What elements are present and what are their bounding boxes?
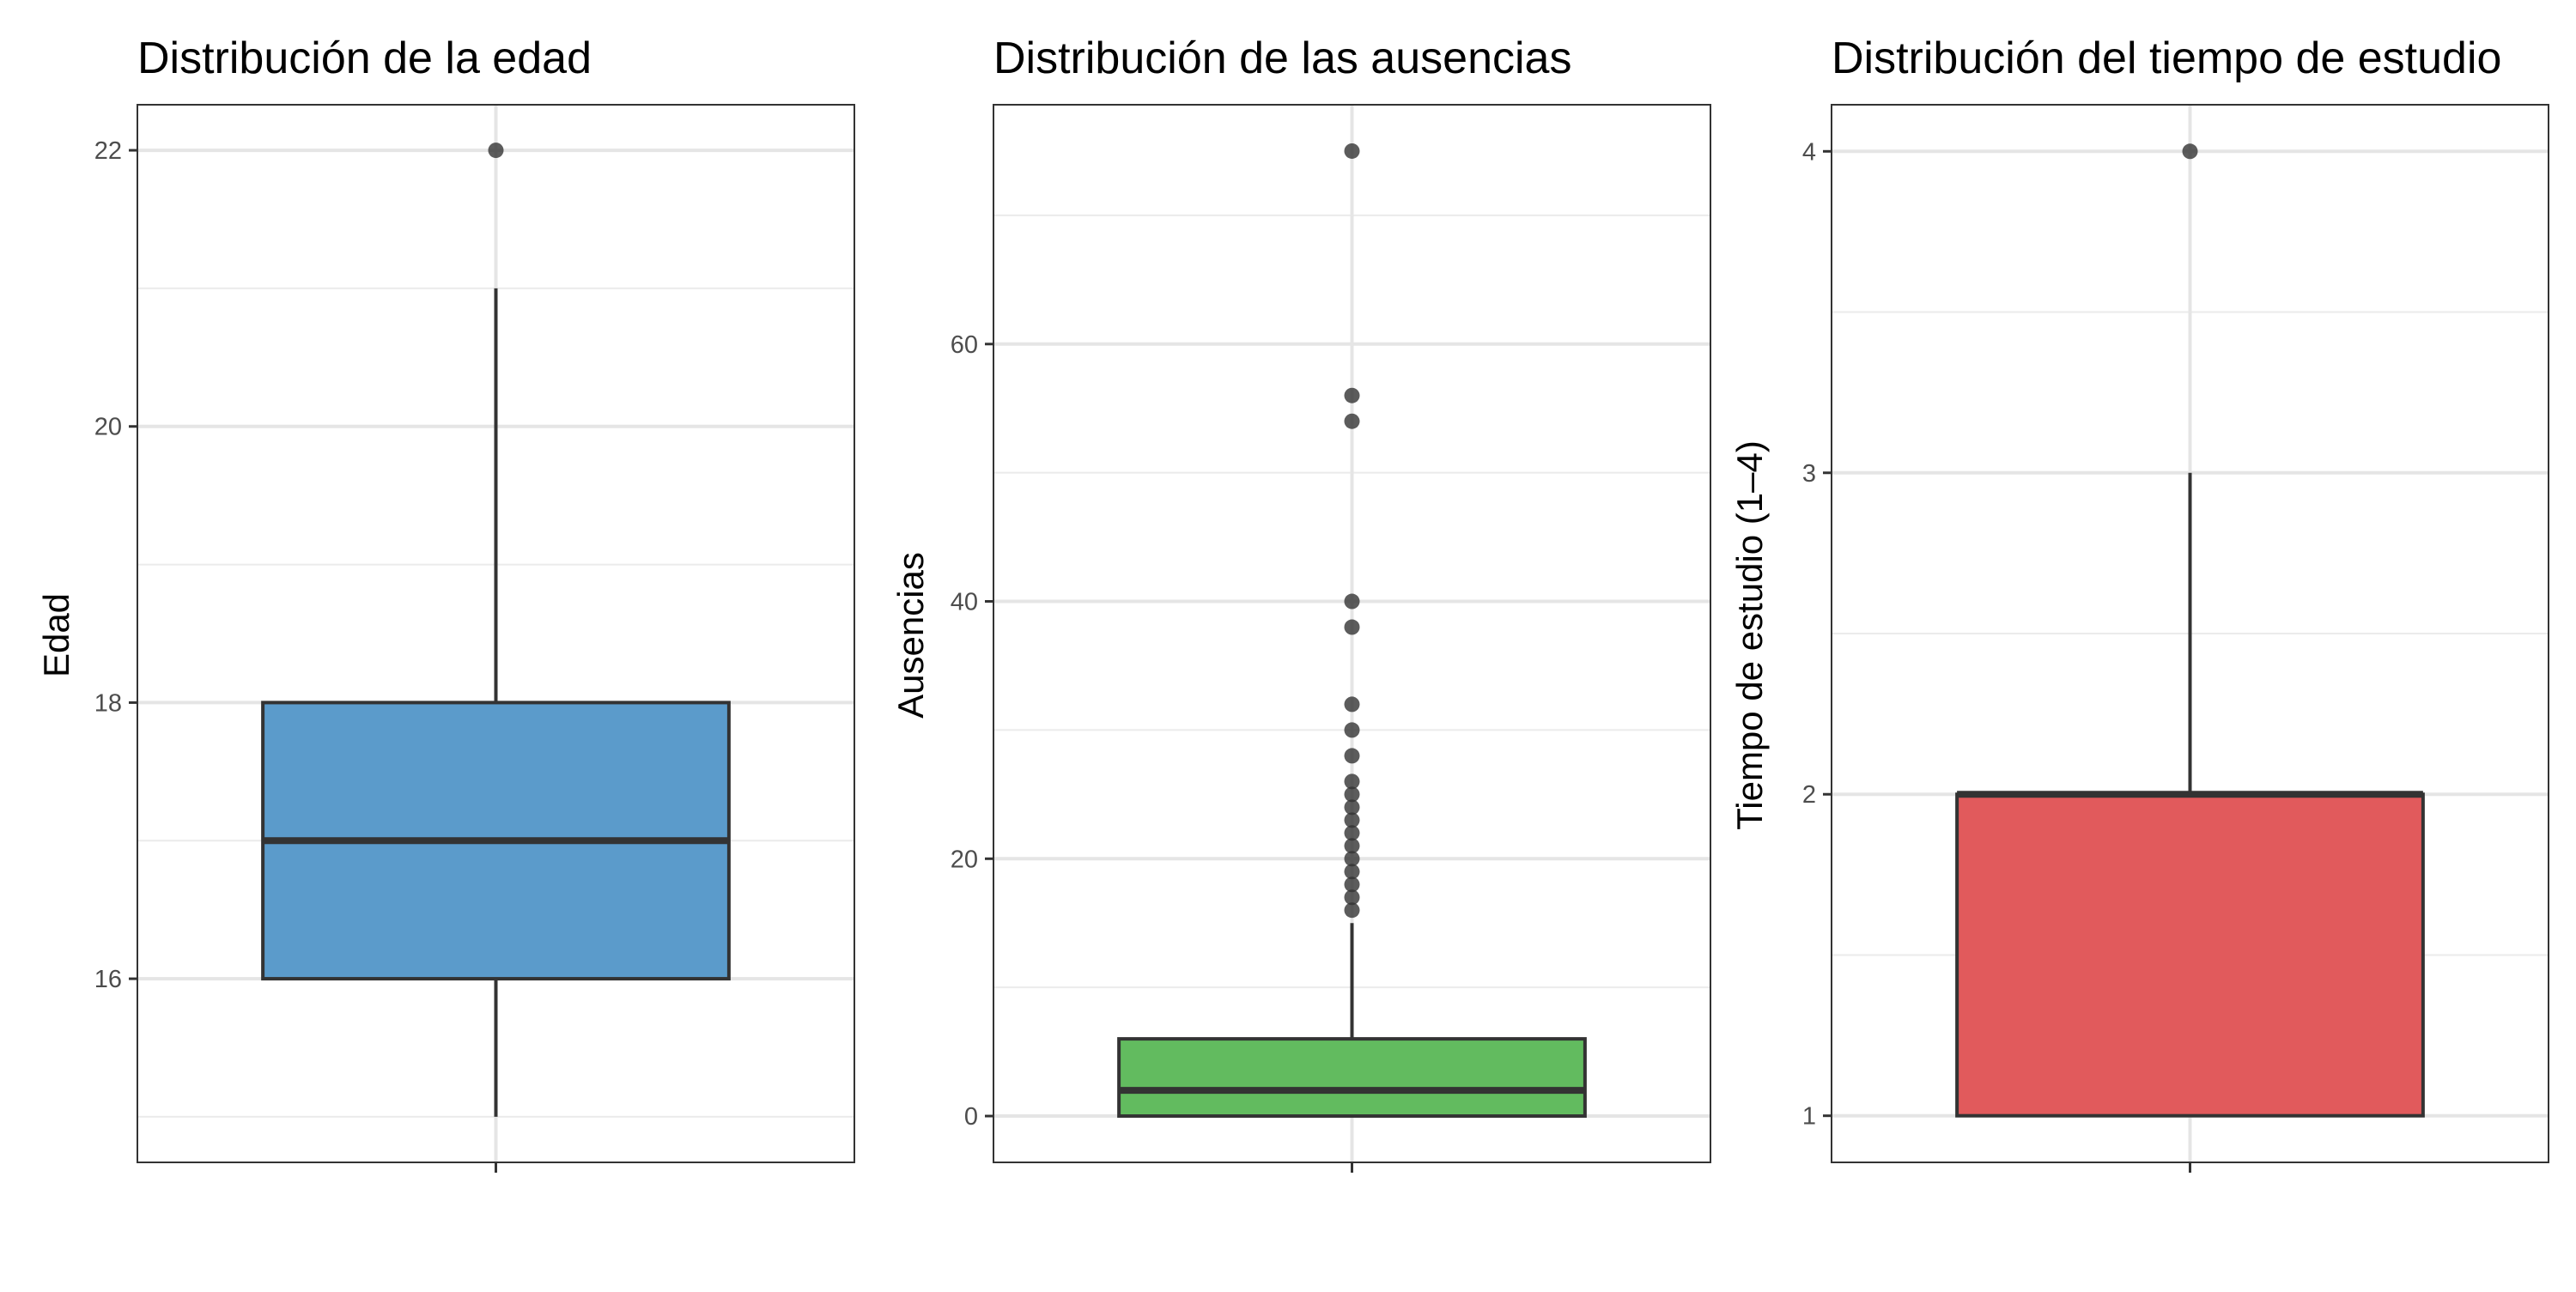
y-tick-label: 20 — [94, 414, 122, 441]
y-axis-title: Ausencias — [890, 552, 931, 719]
box-iqr — [1955, 792, 2425, 1118]
y-tick-label: 0 — [964, 1103, 978, 1131]
y-tick-label: 16 — [94, 966, 122, 993]
outlier-point — [1344, 593, 1360, 610]
outlier-point — [1344, 851, 1360, 867]
outlier-point — [1344, 387, 1360, 403]
outlier-point — [1344, 748, 1360, 764]
plot-area: 16 18 20 22 — [94, 104, 855, 1173]
y-tick-label: 20 — [951, 846, 978, 873]
plot-area: 0 20 40 60 — [951, 104, 1711, 1173]
y-tick-label: 60 — [951, 331, 978, 359]
outlier-point — [1344, 902, 1360, 919]
outlier-point — [1344, 812, 1360, 828]
y-tick-label: 1 — [1802, 1103, 1816, 1131]
y-tick-label: 4 — [1802, 138, 1816, 166]
outlier-point — [1344, 786, 1360, 803]
y-tick-label: 18 — [94, 689, 122, 717]
panel-edad: Distribución de la edad Edad 16 18 20 22 — [36, 33, 855, 1173]
panel-title: Distribución de la edad — [137, 33, 592, 83]
outlier-point — [1344, 864, 1360, 880]
outlier-point — [1344, 619, 1360, 635]
outlier-point — [2182, 143, 2198, 160]
outlier-point — [1344, 825, 1360, 841]
y-axis-title: Tiempo de estudio (1–4) — [1729, 440, 1770, 830]
y-tick-label: 2 — [1802, 781, 1816, 809]
y-axis-title: Edad — [36, 593, 76, 677]
panel-ausencias: Distribución de las ausencias Ausencias … — [890, 33, 1711, 1173]
panel-title: Distribución del tiempo de estudio — [1832, 33, 2501, 83]
panel-title: Distribución de las ausencias — [993, 33, 1571, 83]
outlier-point — [1344, 722, 1360, 738]
box-iqr — [1117, 1037, 1587, 1119]
outlier-point — [1344, 696, 1360, 713]
outlier-point — [1344, 143, 1360, 159]
y-tick-label: 40 — [951, 589, 978, 616]
outlier-point — [1344, 838, 1360, 854]
outlier-point — [488, 143, 504, 159]
outlier-point — [1344, 799, 1360, 816]
y-tick-label: 22 — [94, 137, 122, 165]
panel-tiempo-estudio: Distribución del tiempo de estudio Tiemp… — [1729, 33, 2549, 1173]
plot-area: 1 2 3 4 — [1802, 104, 2549, 1173]
y-tick-label: 3 — [1802, 460, 1816, 488]
outlier-point — [1344, 876, 1360, 893]
outlier-point — [1344, 773, 1360, 790]
outlier-point — [1344, 889, 1360, 906]
outlier-point — [1344, 413, 1360, 429]
